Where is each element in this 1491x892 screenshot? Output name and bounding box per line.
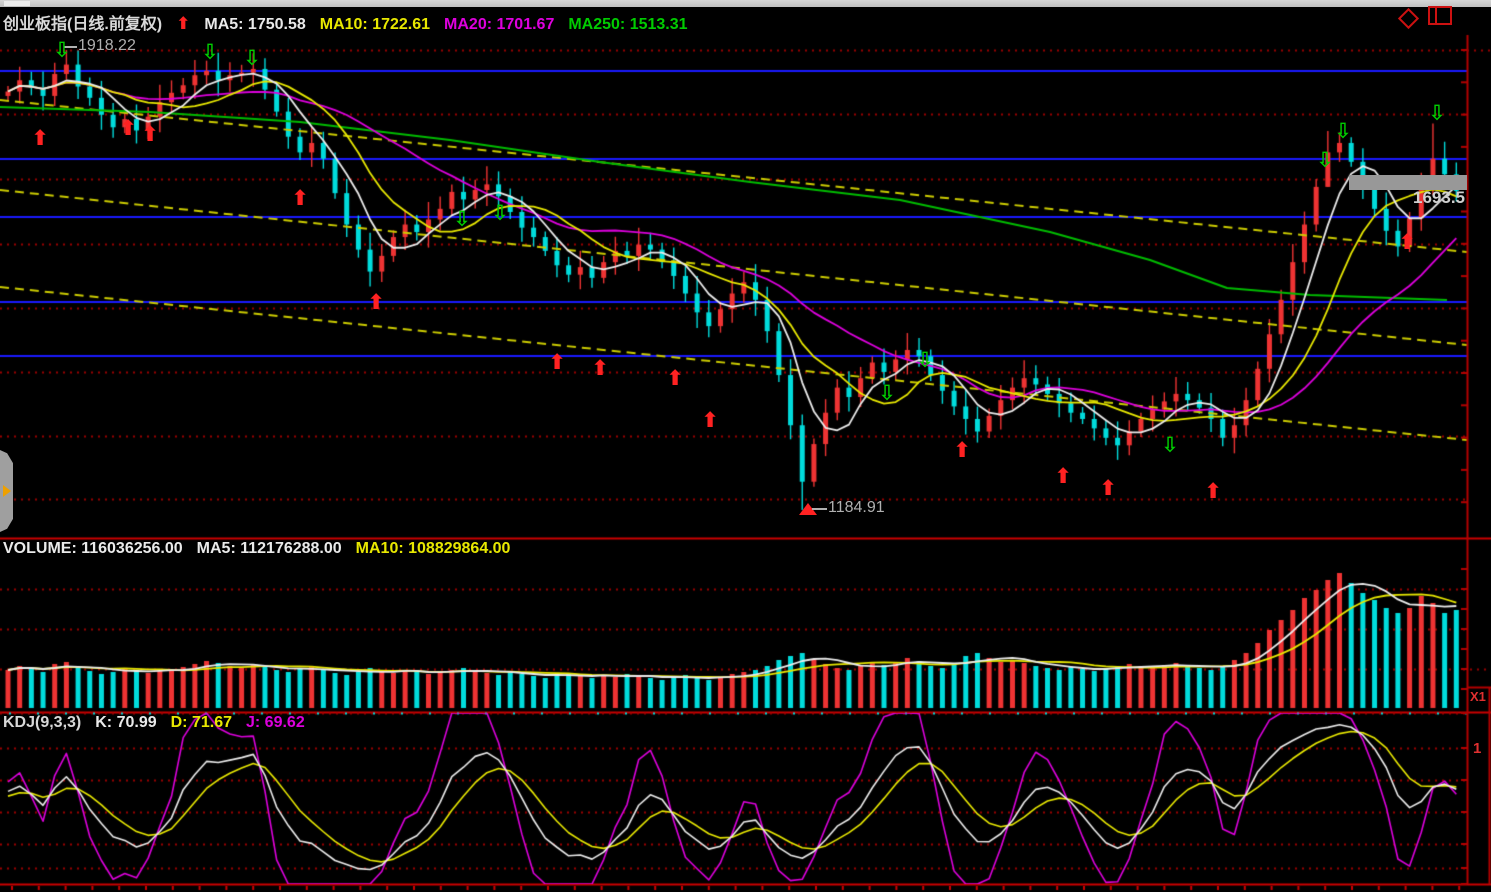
sidebar-expand-handle[interactable] (0, 450, 13, 532)
expand-arrow-icon (3, 485, 11, 497)
last-price-label: 1693.5 (1413, 188, 1465, 207)
low-marker-triangle (799, 503, 817, 515)
split-window-divider (1435, 8, 1437, 23)
volume-header: VOLUME: 116036256.00 MA5: 112176288.00 MA1… (3, 540, 524, 558)
kdj-j-value: J: 69.62 (246, 714, 305, 731)
high-price-label: 1918.22 (78, 37, 136, 54)
buy-signal-arrow: ⬆ (119, 117, 137, 140)
main-chart-header: 创业板指(日线.前复权) ⬆ MA5: 1750.58 MA10: 1722.61 MA… (3, 10, 702, 34)
ma250-value: MA250: 1513.31 (568, 16, 688, 33)
sell-signal-arrow: ⇩ (1334, 120, 1352, 143)
symbol-title: 创业板指(日线.前复权) (3, 16, 163, 33)
buy-signal-arrow: ⬆ (1204, 480, 1222, 503)
sell-signal-arrow: ⇩ (1428, 102, 1446, 125)
kdj-name: KDJ(9,3,3) (3, 714, 82, 731)
buy-signal-arrow: ⬆ (666, 367, 684, 390)
low-pointer-line (812, 508, 827, 510)
buy-signal-arrow: ⬆ (701, 409, 719, 432)
buy-signal-arrow: ⬆ (1099, 477, 1117, 500)
volume-ma5-value: MA5: 112176288.00 (196, 540, 342, 557)
buy-signal-arrow: ⬆ (31, 127, 49, 150)
ma20-value: MA20: 1701.67 (444, 16, 555, 33)
buy-signal-arrow: ⬆ (141, 123, 159, 146)
kdj-panel[interactable] (0, 713, 1467, 884)
window-top-strip (0, 0, 1491, 7)
ma10-value: MA10: 1722.61 (319, 16, 431, 33)
sell-signal-arrow: ⇩ (243, 47, 261, 70)
ma5-value: MA5: 1750.58 (204, 16, 306, 33)
low-price-label: 1184.91 (828, 499, 885, 516)
buy-signal-arrow: ⬆ (1398, 231, 1416, 254)
kdj-d-value: D: 71.67 (170, 714, 232, 731)
kdj-k-value: K: 70.99 (95, 714, 157, 731)
buy-signal-arrow: ⬆ (1054, 465, 1072, 488)
split-window-icon[interactable] (1428, 6, 1452, 25)
volume-value: VOLUME: 116036256.00 (3, 540, 183, 557)
sell-signal-arrow: ⇩ (491, 202, 509, 225)
sell-signal-arrow: ⇩ (53, 39, 71, 62)
buy-signal-arrow: ⬆ (953, 439, 971, 462)
kdj-axis-label: 1 (1473, 740, 1482, 757)
sell-signal-arrow: ⇩ (1316, 149, 1334, 172)
high-pointer-line (64, 46, 77, 48)
sell-signal-arrow: ⇩ (201, 41, 219, 64)
buy-signal-arrow: ⬆ (548, 351, 566, 374)
window-strip-button[interactable] (4, 1, 30, 6)
volume-axis-label: X1 (1470, 689, 1486, 704)
sell-signal-arrow: ⇩ (453, 208, 471, 231)
sell-signal-arrow: ⇩ (916, 349, 934, 372)
main-chart-panel[interactable] (0, 32, 1467, 538)
price-up-icon: ⬆ (176, 14, 191, 33)
sell-signal-arrow: ⇩ (878, 382, 896, 405)
volume-ma10-value: MA10: 108829864.00 (355, 540, 511, 557)
volume-panel[interactable] (0, 540, 1467, 712)
buy-signal-arrow: ⬆ (291, 187, 309, 210)
kdj-header: KDJ(9,3,3) K: 70.99 D: 71.67 J: 69.62 (3, 714, 319, 732)
last-price-band (1349, 175, 1467, 190)
buy-signal-arrow: ⬆ (367, 291, 385, 314)
sell-signal-arrow: ⇩ (1161, 434, 1179, 457)
buy-signal-arrow: ⬆ (591, 357, 609, 380)
